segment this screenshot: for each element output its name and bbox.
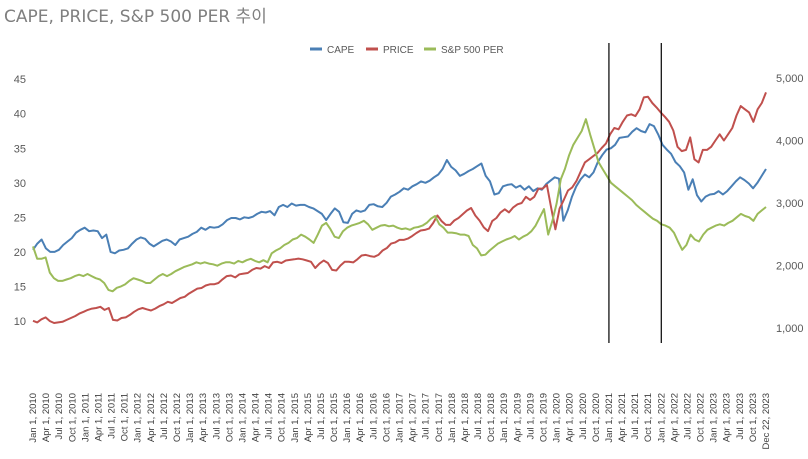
x-tick-label: Jul 1, 2011 <box>107 393 118 439</box>
x-tick-label: Jul 1, 2014 <box>264 393 275 439</box>
x-tick-label: Jan 1, 2014 <box>237 393 248 443</box>
x-tick-label: Jan 1, 2012 <box>133 393 144 443</box>
x-tick-label: Jan 1, 2022 <box>656 393 667 443</box>
left-tick-label: 25 <box>14 212 26 224</box>
x-tick-label: Jan 1, 2011 <box>80 393 91 442</box>
x-tick-label: Apr 1, 2016 <box>355 393 366 442</box>
x-tick-label: Oct 1, 2015 <box>329 393 340 442</box>
x-tick-label: Jan 1, 2020 <box>552 393 563 443</box>
left-tick-label: 35 <box>14 143 26 155</box>
x-tick-label: Apr 1, 2012 <box>146 393 157 442</box>
x-tick-label: Oct 1, 2019 <box>538 393 549 442</box>
x-tick-label: Oct 1, 2020 <box>591 393 602 442</box>
chart-title: CAPE, PRICE, S&P 500 PER 추이 <box>4 7 267 27</box>
left-y-axis: 10 15 20 25 30 35 40 45 <box>14 74 26 328</box>
right-tick-label: 4,000 <box>776 136 804 148</box>
x-tick-label: Jan 1, 2023 <box>709 393 720 443</box>
series-line-s-p-500-per <box>32 118 767 293</box>
series-line-cape <box>32 123 767 255</box>
x-tick-label: Jan 1, 2013 <box>185 393 196 443</box>
x-tick-label: Jan 1, 2016 <box>342 393 353 443</box>
x-tick-label: Jul 1, 2019 <box>525 393 536 439</box>
x-tick-label: Oct 1, 2010 <box>67 393 78 442</box>
x-tick-label: Apr 1, 2020 <box>565 393 576 442</box>
x-tick-label: Apr 1, 2010 <box>41 393 52 442</box>
x-tick-label: Jul 1, 2012 <box>159 393 170 439</box>
x-tick-label: Oct 1, 2014 <box>277 393 288 442</box>
x-tick-label: Jul 1, 2010 <box>54 393 65 439</box>
legend-label: CAPE <box>327 45 355 56</box>
x-tick-label: Jul 1, 2017 <box>421 393 432 439</box>
x-tick-label: Oct 1, 2021 <box>643 393 654 442</box>
x-tick-label: Oct 1, 2017 <box>434 393 445 442</box>
x-tick-label: Apr 1, 2014 <box>251 393 262 442</box>
series-line-price <box>32 92 767 324</box>
x-tick-label: Jul 1, 2022 <box>682 393 693 439</box>
x-tick-label: Apr 1, 2019 <box>512 393 523 442</box>
x-tick-label: Oct 1, 2023 <box>748 393 759 442</box>
x-tick-label: Jan 1, 2017 <box>395 393 406 443</box>
x-tick-label: Jul 1, 2013 <box>211 393 222 439</box>
left-tick-label: 45 <box>14 74 26 86</box>
left-tick-label: 10 <box>14 316 26 328</box>
x-tick-label: Jan 1, 2018 <box>447 393 458 443</box>
x-tick-label: Jul 1, 2018 <box>473 393 484 439</box>
x-tick-label: Apr 1, 2013 <box>198 393 209 442</box>
x-tick-label: Apr 1, 2011 <box>93 393 104 441</box>
x-tick-label: Apr 1, 2022 <box>669 393 680 442</box>
legend-label: S&P 500 PER <box>441 45 504 56</box>
x-tick-label: Oct 1, 2016 <box>381 393 392 442</box>
left-tick-label: 15 <box>14 281 26 293</box>
right-tick-label: 2,000 <box>776 261 804 273</box>
x-tick-label: Jan 1, 2021 <box>604 393 615 443</box>
legend: CAPE PRICE S&P 500 PER <box>310 45 504 56</box>
x-tick-label: Jan 1, 2015 <box>290 393 301 443</box>
right-y-axis: 1,000 2,000 3,000 4,000 5,000 <box>776 73 804 335</box>
right-tick-label: 3,000 <box>776 198 804 210</box>
x-tick-label: Jul 1, 2016 <box>368 393 379 439</box>
x-tick-label: Jul 1, 2020 <box>578 393 589 439</box>
x-tick-label: Jan 1, 2010 <box>28 393 39 443</box>
x-tick-label: Dec 22, 2023 <box>761 393 772 450</box>
legend-label: PRICE <box>383 45 414 56</box>
left-tick-label: 40 <box>14 109 26 121</box>
x-tick-label: Jul 1, 2015 <box>316 393 327 439</box>
x-tick-label: Jul 1, 2023 <box>735 393 746 439</box>
vertical-markers <box>608 43 662 343</box>
x-tick-label: Apr 1, 2023 <box>722 393 733 442</box>
x-tick-label: Oct 1, 2018 <box>486 393 497 442</box>
x-tick-label: Apr 1, 2021 <box>617 393 628 442</box>
x-tick-label: Oct 1, 2011 <box>120 393 131 441</box>
x-tick-label: Jan 1, 2019 <box>499 393 510 443</box>
x-tick-label: Oct 1, 2013 <box>224 393 235 442</box>
x-tick-label: Jul 1, 2021 <box>630 393 641 439</box>
x-tick-label: Apr 1, 2018 <box>460 393 471 442</box>
left-tick-label: 30 <box>14 178 26 190</box>
series-layer <box>32 92 767 324</box>
x-axis: Jan 1, 2010 Apr 1, 2010 Jul 1, 2010 Oct 1, … <box>28 393 772 450</box>
x-tick-label: Oct 1, 2012 <box>172 393 183 442</box>
right-tick-label: 5,000 <box>776 73 804 85</box>
left-tick-label: 20 <box>14 247 26 259</box>
x-tick-label: Apr 1, 2017 <box>408 393 419 442</box>
right-tick-label: 1,000 <box>776 323 804 335</box>
x-tick-label: Apr 1, 2015 <box>303 393 314 442</box>
x-tick-label: Oct 1, 2022 <box>696 393 707 442</box>
